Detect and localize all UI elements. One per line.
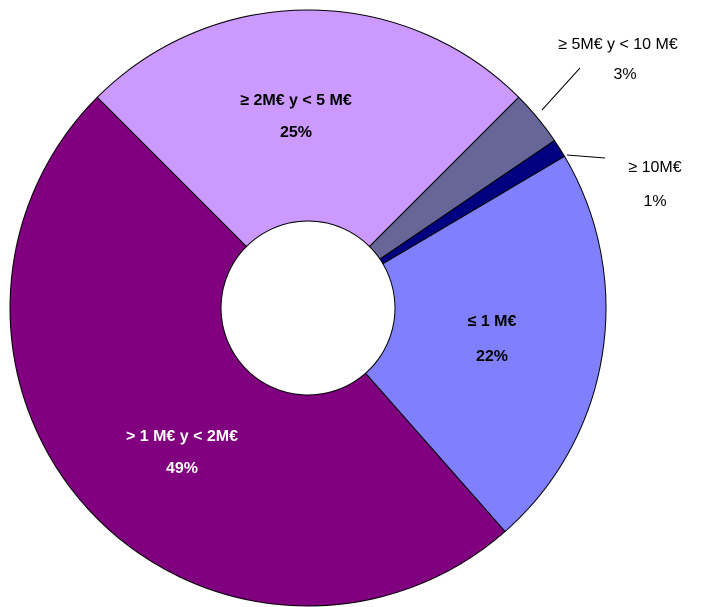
donut-slice — [364, 155, 607, 533]
slice-label: ≥ 10M€ — [628, 159, 681, 176]
donut-slice — [379, 139, 566, 265]
slice-value-label: 22% — [476, 348, 508, 365]
slice-value-label: 49% — [166, 460, 198, 477]
slice-label: ≥ 5M€ y < 10 M€ — [558, 36, 678, 53]
slice-value-label: 3% — [613, 66, 636, 83]
donut-slice — [96, 9, 520, 248]
leader-line — [566, 154, 606, 159]
donut-slice — [9, 96, 506, 607]
slice-label: > 1 M€ y < 2M€ — [126, 428, 238, 445]
leader-line — [541, 67, 581, 111]
slice-label: ≥ 2M€ y < 5 M€ — [240, 92, 352, 109]
slice-value-label: 25% — [280, 124, 312, 141]
slice-value-label: 1% — [643, 193, 666, 210]
slice-label: ≤ 1 M€ — [468, 313, 517, 330]
